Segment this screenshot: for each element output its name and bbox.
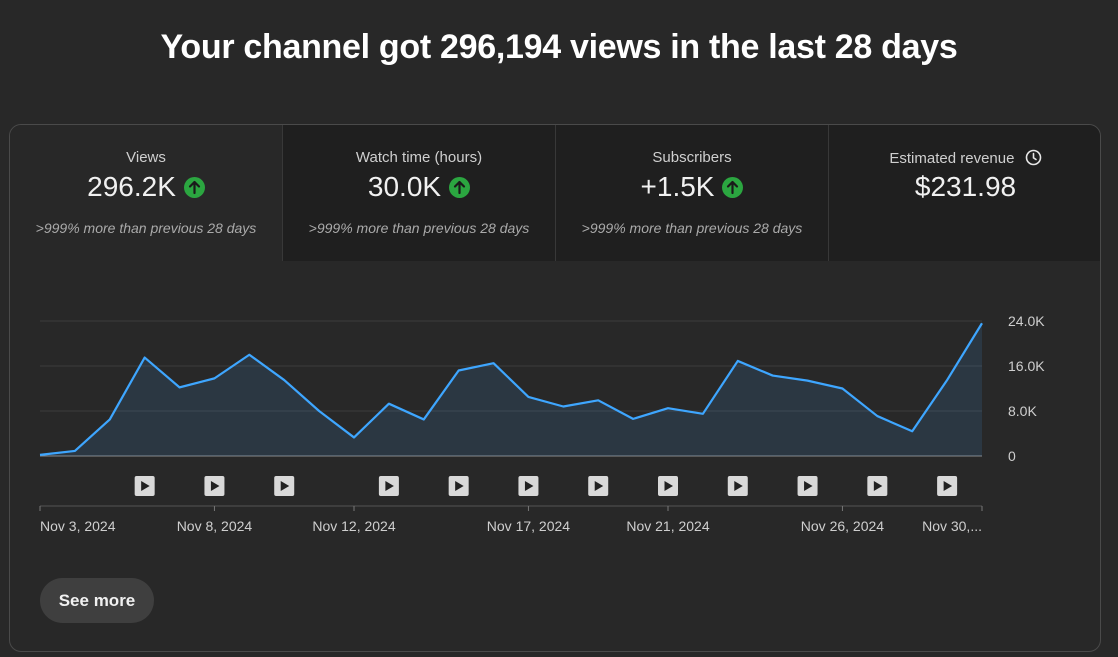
data-point <box>351 434 357 440</box>
tab-estimated-revenue[interactable]: Estimated revenue $231.98 <box>829 125 1100 261</box>
data-point <box>456 368 462 374</box>
x-tick-label: Nov 8, 2024 <box>177 518 253 534</box>
views-area <box>40 323 982 456</box>
play-icon[interactable] <box>588 476 609 496</box>
tab-value: $231.98 <box>914 171 1017 202</box>
tab-label: Estimated revenue <box>889 150 1015 167</box>
tab-label: Subscribers <box>652 149 732 166</box>
views-line <box>39 322 983 456</box>
data-point <box>595 397 601 403</box>
see-more-button[interactable]: See more <box>40 578 154 623</box>
y-tick-label: 8.0K <box>1008 403 1037 419</box>
arrow-up-icon <box>722 176 744 198</box>
data-point <box>770 373 776 379</box>
data-point <box>735 358 741 364</box>
clock-icon <box>1025 149 1042 170</box>
play-icon[interactable] <box>797 476 818 496</box>
x-tick-label: Nov 26, 2024 <box>801 518 884 534</box>
tab-label: Watch time (hours) <box>355 149 483 166</box>
tab-comparison: >999% more than previous 28 days <box>581 220 803 236</box>
tab-comparison: >999% more than previous 28 days <box>35 220 257 236</box>
views-area-chart: 0 8.0K 16.0K 24.0K Nov 3, 2024 Nov 8, 2024 Nov… <box>37 313 1045 534</box>
arrow-up-icon <box>449 176 471 198</box>
x-tick-label: Nov 12, 2024 <box>312 518 395 534</box>
arrow-up-icon <box>183 176 205 198</box>
tab-watch-time[interactable]: Watch time (hours) 30.0K >999% more than… <box>283 125 556 261</box>
tab-label-row: Estimated revenue <box>829 149 1100 170</box>
tab-value: +1.5K <box>640 171 715 202</box>
play-icon[interactable] <box>134 476 155 496</box>
data-point <box>979 320 985 326</box>
data-point <box>665 405 671 411</box>
x-tick-label: Nov 30,... <box>922 518 982 534</box>
data-point <box>246 352 252 358</box>
x-tick-label: Nov 3, 2024 <box>40 518 116 534</box>
data-point <box>386 401 392 407</box>
play-icon[interactable] <box>518 476 539 496</box>
play-icon[interactable] <box>204 476 225 496</box>
data-point <box>37 452 43 458</box>
y-tick-label: 0 <box>1008 448 1016 464</box>
data-point <box>281 377 287 383</box>
play-icon[interactable] <box>378 476 399 496</box>
data-point <box>72 448 78 454</box>
data-point <box>142 355 148 361</box>
data-point <box>316 408 322 414</box>
tab-value: 296.2K <box>87 171 176 202</box>
data-point <box>630 416 636 422</box>
tab-subscribers[interactable]: Subscribers +1.5K >999% more than previo… <box>556 125 829 261</box>
play-icon[interactable] <box>274 476 295 496</box>
play-icon[interactable] <box>448 476 469 496</box>
analytics-card: Views 296.2K >999% more than previous 28… <box>9 124 1101 652</box>
y-tick-label: 24.0K <box>1008 313 1045 329</box>
tab-value: 30.0K <box>367 171 442 202</box>
play-icon[interactable] <box>658 476 678 496</box>
play-icon[interactable] <box>937 476 958 496</box>
data-point <box>700 411 706 417</box>
tab-comparison: >999% more than previous 28 days <box>308 220 530 236</box>
data-point <box>944 377 950 383</box>
data-point <box>107 416 113 422</box>
x-tick-label: Nov 17, 2024 <box>487 518 570 534</box>
data-point <box>177 384 183 390</box>
play-icon[interactable] <box>867 476 888 496</box>
data-point <box>525 394 531 400</box>
data-point <box>560 404 566 410</box>
data-point <box>491 360 497 366</box>
data-point <box>909 428 915 434</box>
data-point <box>421 416 427 422</box>
play-icon[interactable] <box>727 476 748 496</box>
tab-views[interactable]: Views 296.2K >999% more than previous 28… <box>10 125 283 261</box>
data-point <box>211 375 217 381</box>
x-tick-label: Nov 21, 2024 <box>626 518 709 534</box>
data-point <box>839 386 845 392</box>
metric-tabs: Views 296.2K >999% more than previous 28… <box>10 125 1100 261</box>
tab-label: Views <box>126 149 166 166</box>
data-point <box>874 413 880 419</box>
y-tick-label: 16.0K <box>1008 358 1045 374</box>
page-headline: Your channel got 296,194 views in the la… <box>160 28 958 66</box>
data-point <box>805 378 811 384</box>
